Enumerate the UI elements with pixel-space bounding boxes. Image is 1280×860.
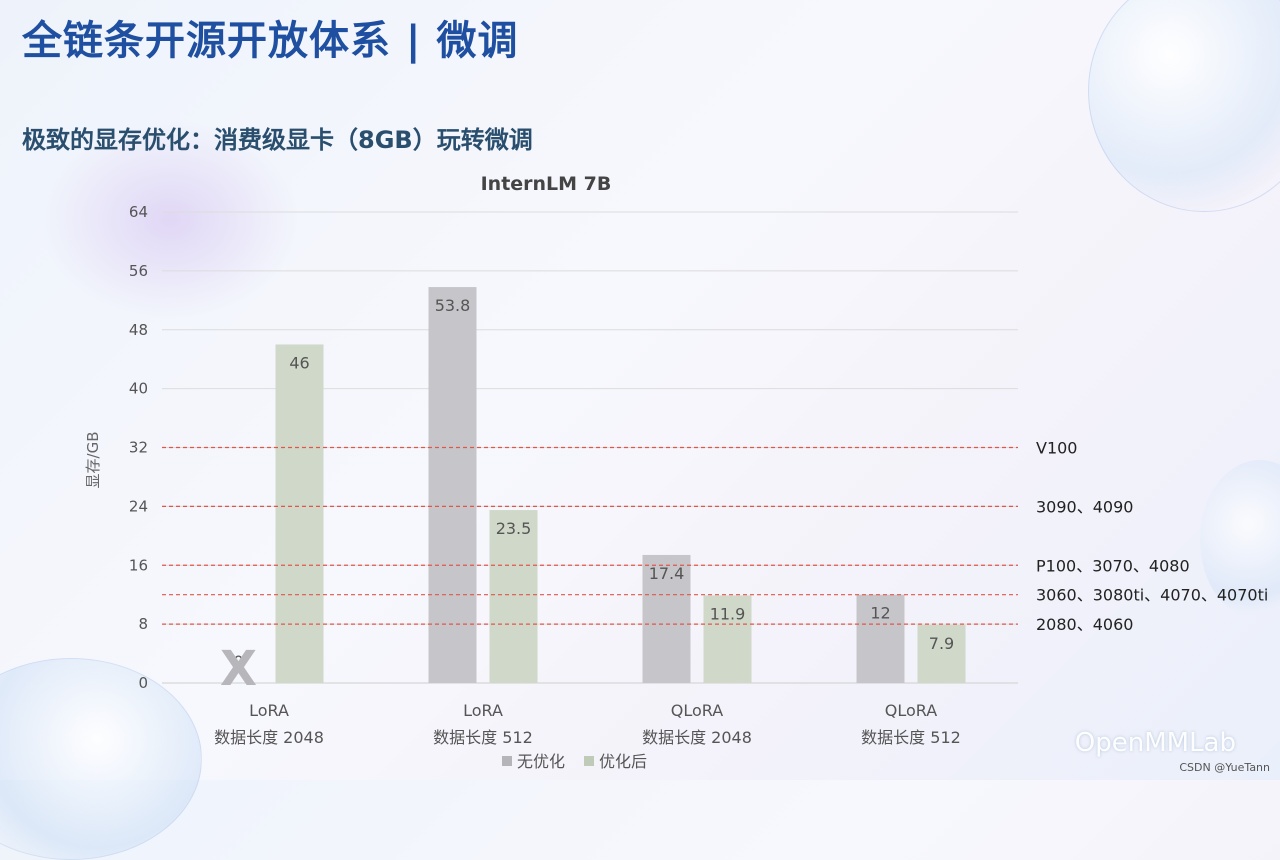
x-category-sublabel: 数据长度 2048: [214, 728, 324, 747]
slide-title: 全链条开源开放体系 | 微调: [22, 18, 519, 64]
bar-opt: [703, 595, 752, 683]
y-tick-label: 40: [129, 380, 148, 398]
legend-label: 无优化: [517, 752, 565, 771]
bar-opt: [917, 624, 966, 683]
bar-value-label: 23.5: [496, 519, 532, 538]
bar-value-label: 0: [233, 652, 243, 671]
csdn-credit: CSDN @YueTann: [1179, 761, 1270, 774]
bar-opt: [275, 344, 324, 683]
reference-line-label: 3060、3080ti、4070、4070ti: [1036, 586, 1268, 605]
decor-blob: [40, 120, 300, 320]
y-tick-label: 24: [129, 497, 148, 515]
x-category-label: QLoRA: [885, 701, 937, 720]
bar-opt: [489, 510, 538, 683]
reference-line-label: 3090、4090: [1036, 497, 1133, 516]
bar-no-opt: [642, 554, 691, 683]
openmmlab-watermark: OpenMMLab: [1074, 728, 1236, 758]
legend-swatch: [502, 756, 512, 766]
y-tick-label: 32: [129, 439, 148, 457]
y-tick-label: 56: [129, 262, 148, 280]
bar-value-label: 12: [870, 604, 890, 623]
x-category-sublabel: 数据长度 2048: [642, 728, 752, 747]
cross-mark: X: [220, 641, 257, 697]
bar-value-label: 11.9: [710, 604, 746, 623]
bar-no-opt: [856, 594, 905, 683]
chart-title: InternLM 7B: [481, 173, 612, 195]
legend-swatch: [584, 756, 594, 766]
y-tick-label: 16: [129, 556, 148, 574]
legend-label: 优化后: [599, 752, 647, 771]
x-category-label: QLoRA: [671, 701, 723, 720]
reference-line-label: 2080、4060: [1036, 615, 1133, 634]
bar-value-label: 53.8: [435, 296, 471, 315]
bar-value-label: 17.4: [649, 564, 685, 583]
y-axis-label: 显存/GB: [84, 432, 102, 489]
reference-line-label: V100: [1036, 439, 1077, 458]
memory-bar-chart: InternLM 7B显存/GB08162432404856640X46LoRA…: [84, 173, 1268, 771]
bar-value-label: 46: [289, 353, 309, 372]
x-category-label: LoRA: [249, 701, 289, 720]
y-tick-label: 48: [129, 321, 148, 339]
x-category-sublabel: 数据长度 512: [861, 728, 961, 747]
y-tick-label: 0: [138, 674, 148, 692]
slide-subtitle: 极致的显存优化：消费级显卡（8GB）玩转微调: [22, 126, 533, 154]
reference-line-label: P100、3070、4080: [1036, 556, 1190, 575]
y-tick-label: 8: [138, 615, 148, 633]
y-tick-label: 64: [129, 203, 148, 221]
x-category-sublabel: 数据长度 512: [433, 728, 533, 747]
bar-no-opt: [428, 287, 477, 683]
bar-value-label: 7.9: [929, 634, 954, 653]
x-category-label: LoRA: [463, 701, 503, 720]
